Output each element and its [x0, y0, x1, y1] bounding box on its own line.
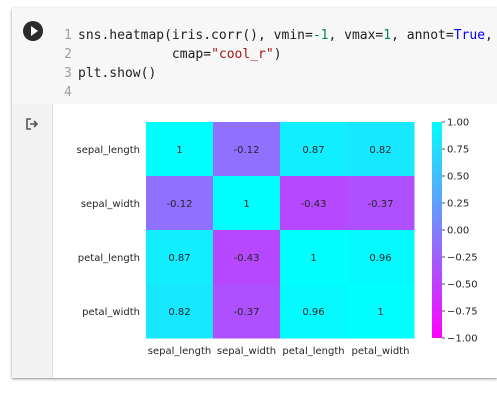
code-line[interactable]: 4	[64, 83, 78, 102]
cell-annotation: 0.96	[302, 307, 324, 318]
cell-annotation: 0.87	[168, 253, 190, 264]
cell-annotation: 0.87	[302, 145, 324, 156]
x-tick-label: petal_width	[352, 346, 410, 357]
code-token: True	[453, 28, 486, 43]
output-arrow-icon[interactable]	[25, 117, 39, 131]
y-tick-label: petal_length	[78, 253, 140, 264]
heatmap-cell	[146, 284, 214, 339]
heatmap-cell	[213, 122, 281, 177]
cell-annotation: -0.12	[167, 199, 193, 210]
heatmap-cell	[347, 230, 415, 285]
cell-output: 1 -0.12 0.87 0.82 -0.12 1 -0.43 -0.37 0.87 -0.43 1…	[53, 104, 497, 378]
run-cell-button[interactable]	[23, 21, 43, 41]
cell-annotation: 0.82	[369, 145, 391, 156]
code-token: )	[273, 47, 282, 62]
code-token: "cool_r"	[211, 47, 274, 62]
colorbar-tick-label: −0.50	[447, 280, 478, 291]
heatmap-cell	[146, 122, 214, 177]
notebook-cell: 1 sns.heatmap(iris.corr(), vmin=-1, vmax=…	[12, 8, 497, 378]
code-token: , vmax=	[328, 28, 384, 43]
cell-annotation: 0.96	[369, 253, 391, 264]
cell-annotation: -0.37	[234, 307, 260, 318]
line-number: 4	[64, 85, 72, 100]
x-tick-label: sepal_length	[148, 346, 212, 357]
colorbar-tick-label: −1.00	[447, 334, 478, 345]
output-gutter	[12, 104, 53, 378]
code-token: ,	[485, 28, 493, 43]
heatmap-cell	[280, 122, 348, 177]
colorbar	[432, 122, 442, 338]
heatmap-cell	[280, 284, 348, 339]
heatmap-cell	[280, 230, 348, 285]
code-line[interactable]: 1 sns.heatmap(iris.corr(), vmin=-1, vmax=…	[64, 26, 493, 45]
colorbar-tick-label: 0.50	[447, 172, 469, 183]
x-tick-label: petal_length	[282, 346, 344, 357]
heatmap-cell	[347, 122, 415, 177]
cell-annotation: 1	[310, 253, 316, 264]
code-token: plt.show()	[78, 66, 157, 81]
colorbar-tick-label: 1.00	[447, 118, 469, 129]
y-tick-label: sepal_length	[77, 145, 141, 156]
colorbar-tick-label: −0.75	[447, 307, 478, 318]
code-token: , annot=	[391, 28, 454, 43]
heatmap-chart: 1 -0.12 0.87 0.82 -0.12 1 -0.43 -0.37 0.87 -0.43 1…	[77, 118, 478, 358]
line-number: 3	[64, 66, 72, 81]
heatmap-cell	[213, 230, 281, 285]
line-number: 2	[64, 47, 72, 62]
cell-annotation: -0.12	[234, 145, 260, 156]
heatmap-cell	[146, 230, 214, 285]
heatmap-cell	[347, 176, 415, 231]
cell-annotation: 1	[243, 199, 249, 210]
code-token: sns.heatmap(iris.corr(), vmin=	[78, 28, 313, 43]
y-tick-label: petal_width	[82, 307, 140, 318]
code-token: cmap=	[78, 47, 212, 62]
code-line[interactable]: 3 plt.show()	[64, 64, 156, 83]
line-number: 1	[64, 28, 72, 43]
heatmap-cell	[146, 176, 214, 231]
colorbar-tick-label: −0.25	[447, 253, 478, 264]
colorbar-tick-label: 0.00	[447, 226, 469, 237]
heatmap-cell	[347, 284, 415, 339]
cell-annotation: -0.43	[301, 199, 327, 210]
y-tick-label: sepal_width	[81, 199, 140, 210]
code-editor[interactable]: 1 sns.heatmap(iris.corr(), vmin=-1, vmax=…	[12, 8, 497, 104]
cell-annotation: 1	[377, 307, 383, 318]
code-token: -1	[312, 28, 329, 43]
heatmap-cell	[213, 176, 281, 231]
code-token: 1	[383, 28, 392, 43]
colorbar-tick-label: 0.25	[447, 199, 469, 210]
heatmap-cell	[213, 284, 281, 339]
x-tick-label: sepal_width	[217, 346, 276, 357]
cell-annotation: -0.37	[368, 199, 394, 210]
code-line[interactable]: 2 cmap="cool_r")	[64, 45, 282, 64]
cell-annotation: 1	[176, 145, 182, 156]
heatmap-cell	[280, 176, 348, 231]
colorbar-tick-label: 0.75	[447, 145, 469, 156]
cell-annotation: -0.43	[234, 253, 260, 264]
cell-annotation: 0.82	[168, 307, 190, 318]
